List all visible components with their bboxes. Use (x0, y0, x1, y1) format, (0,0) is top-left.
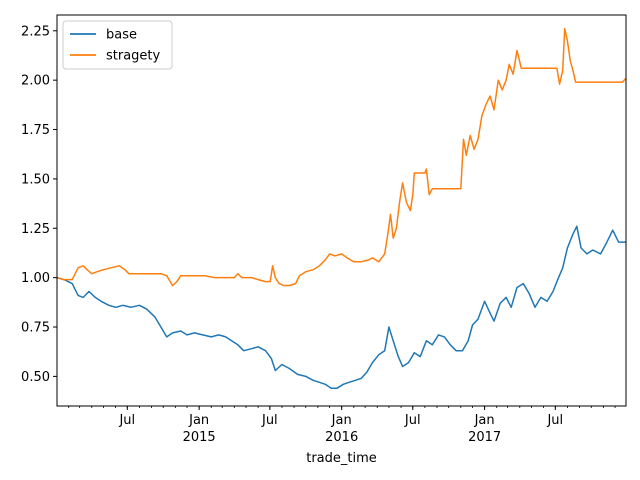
y-tick-label: 2.25 (21, 24, 50, 39)
legend: base stragety (62, 20, 173, 70)
x-tick-label: Jan (331, 413, 352, 428)
y-tick-label: 2.00 (21, 74, 50, 89)
x-tick-label: Jul (404, 413, 421, 428)
plot-frame (56, 14, 627, 407)
y-tick-label: 1.00 (21, 271, 50, 286)
legend-label-stragety: stragety (106, 49, 161, 64)
x-tick-label: Jul (118, 413, 135, 428)
plot-area (57, 15, 626, 406)
y-axis: 0.50 0.75 1.00 1.25 1.50 1.75 2.00 2.25 (21, 24, 57, 385)
y-tick-label: 1.25 (21, 222, 50, 237)
x-tick-year-label: 2015 (183, 430, 216, 445)
x-axis-label: trade_time (306, 451, 377, 466)
series-layer (56, 28, 627, 389)
y-tick-label: 1.75 (21, 123, 50, 138)
x-tick-label: Jan (188, 413, 209, 428)
x-axis: Jul Jan 2015 Jul Jan 2016 Jul Jan 2017 Jul (68, 406, 616, 445)
y-tick-label: 0.75 (21, 321, 50, 336)
x-tick-label: Jul (546, 413, 563, 428)
y-tick-label: 0.50 (21, 370, 50, 385)
x-tick-year-label: 2016 (325, 430, 358, 445)
x-tick-year-label: 2017 (468, 430, 501, 445)
x-tick-label: Jan (474, 413, 495, 428)
legend-box (62, 20, 173, 70)
x-tick-label: Jul (261, 413, 278, 428)
legend-label-base: base (106, 28, 137, 43)
y-tick-label: 1.50 (21, 172, 50, 187)
series-line-stragety (56, 28, 627, 287)
series-line-base (56, 225, 626, 389)
